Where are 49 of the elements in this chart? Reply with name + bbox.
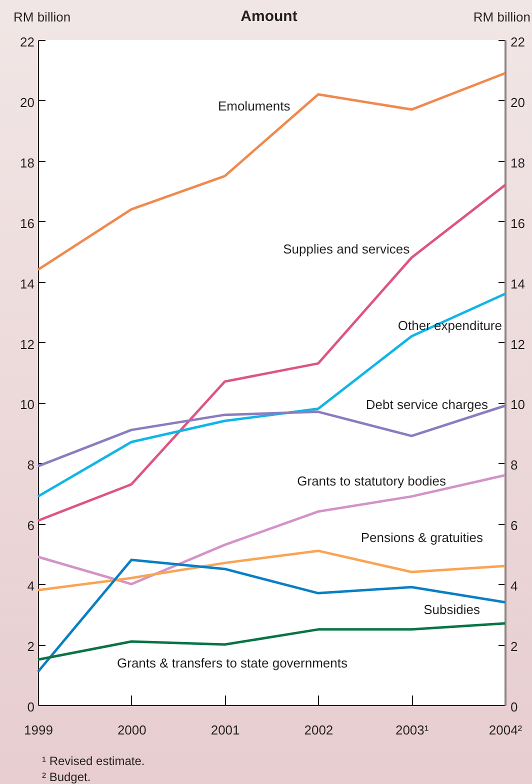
y-axis-title: RM billion (14, 10, 71, 24)
line-series (36, 474, 506, 586)
line-series (36, 184, 506, 522)
series-label: Debt service charges (366, 396, 488, 412)
y-tick-label: 4 (27, 578, 34, 594)
x-tick-label: 1999 (24, 722, 53, 738)
x-tick-label: 2000 (117, 722, 146, 738)
y2-tick-label: 10 (510, 397, 525, 412)
y-tick-label: 12 (20, 336, 34, 352)
series-label: Pensions & gratuities (360, 530, 484, 545)
line-series (36, 550, 506, 592)
y2-tick-label: 4 (510, 578, 518, 594)
line-series (36, 558, 506, 673)
series-label: Emoluments (218, 98, 291, 114)
x-tick-label: 2001 (210, 722, 240, 738)
y-tick-label: 20 (20, 94, 34, 110)
series-label: Grants to statutory bodies (297, 473, 446, 488)
x-tick-label: 2002 (304, 722, 334, 738)
y-tick-label: 8 (27, 458, 34, 473)
text: ¹ Revised estimate. (42, 753, 145, 769)
y-tick-label: 18 (20, 155, 34, 170)
y-tick-label: 6 (27, 518, 34, 534)
y-tick-label: 22 (20, 34, 34, 50)
series-label: Grants & transfers to state governments (117, 656, 348, 671)
x-tick-label: 2003¹ (395, 722, 430, 738)
y2-tick-label: 18 (510, 155, 525, 170)
line-series (36, 292, 506, 498)
y2-tick-label: 14 (510, 276, 525, 292)
y-tick-label: 2 (27, 639, 34, 654)
y2-tick-label: 8 (510, 458, 518, 473)
y2-tick-label: 12 (510, 336, 525, 352)
y2-tick-label: 0 (510, 700, 518, 714)
x-tick-label: 2004² (488, 722, 523, 738)
y2-axis-title: RM billion (473, 10, 530, 24)
series-label: Other expenditure (398, 318, 502, 333)
y2-tick-label: 16 (510, 216, 525, 231)
y-tick-label: 14 (20, 276, 34, 292)
y-tick-label: 10 (20, 397, 34, 412)
line-series (36, 72, 506, 271)
y-tick-label: 0 (27, 700, 34, 714)
y2-tick-label: 20 (510, 94, 525, 110)
y-tick-label: 16 (20, 216, 34, 231)
y2-tick-label: 22 (510, 34, 525, 50)
text: ² Budget. (42, 769, 92, 784)
series-label: Subsidies (424, 602, 480, 618)
series-label: Supplies and services (283, 242, 410, 257)
chart-title: Amount (240, 8, 298, 25)
y2-tick-label: 2 (510, 639, 518, 654)
y2-tick-label: 6 (510, 518, 518, 534)
